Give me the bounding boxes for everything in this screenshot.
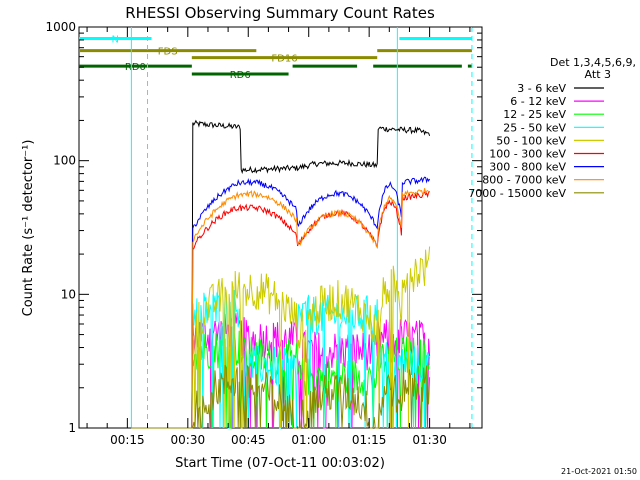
legend-entry-label: 300 - 800 keV — [489, 161, 566, 174]
series-lines — [131, 119, 431, 429]
legend-header-line-2: Att 3 — [585, 68, 611, 81]
flag-label-rd0: RD0 — [125, 62, 146, 73]
y-tick-label: 1 — [68, 421, 76, 435]
flag-label-n: N — [112, 35, 119, 46]
x-axis-ticks: 00:15 00:30 00:45 01:00 01:15 01:30 — [86, 27, 471, 447]
chart-title: RHESSI Observing Summary Count Rates — [125, 4, 435, 22]
y-axis-label: Count Rate (s⁻¹ detector⁻¹) — [21, 140, 36, 317]
flag-label-fds: FDS — [158, 47, 178, 58]
timestamp: 21-Oct-2021 01:50 — [561, 467, 637, 476]
legend-entry-label: 100 - 300 keV — [489, 148, 566, 161]
y-tick-label: 10 — [61, 287, 76, 301]
y-tick-label: 1000 — [45, 20, 76, 34]
flag-label-fd16: FD16 — [271, 54, 297, 65]
series-line-8 — [131, 363, 431, 429]
x-tick-label: 00:15 — [110, 433, 145, 447]
legend-entry-label: 3 - 6 keV — [517, 82, 566, 95]
x-tick-label: 00:45 — [231, 433, 266, 447]
y-tick-label: 100 — [53, 154, 76, 168]
legend-entry-label: 7000 - 15000 keV — [468, 187, 566, 200]
legend-entry-label: 25 - 50 keV — [503, 121, 566, 134]
vertical-markers — [130, 27, 473, 428]
legend-entry-label: 6 - 12 keV — [510, 95, 566, 108]
x-tick-label: 01:00 — [291, 433, 326, 447]
flag-label-rd6: RD6 — [230, 70, 251, 81]
legend-entry-label: 50 - 100 keV — [496, 134, 566, 147]
x-tick-label: 01:30 — [412, 433, 447, 447]
x-tick-label: 01:15 — [352, 433, 387, 447]
x-tick-label: 00:30 — [171, 433, 206, 447]
y-axis-ticks: 1 10 100 1000 — [45, 20, 482, 435]
legend-header-line-1: Det 1,3,4,5,6,9, — [550, 56, 636, 69]
flag-bars: N FDS FD16 RD0 RD6 — [79, 35, 472, 81]
x-axis-label: Start Time (07-Oct-11 00:03:02) — [175, 456, 385, 471]
legend-entry-label: 800 - 7000 keV — [482, 174, 566, 187]
legend-entry-label: 12 - 25 keV — [503, 108, 566, 121]
